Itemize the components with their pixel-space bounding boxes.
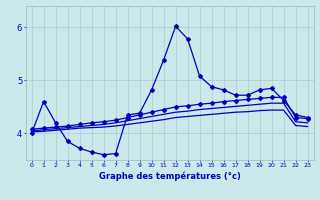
X-axis label: Graphe des températures (°c): Graphe des températures (°c) (99, 171, 241, 181)
